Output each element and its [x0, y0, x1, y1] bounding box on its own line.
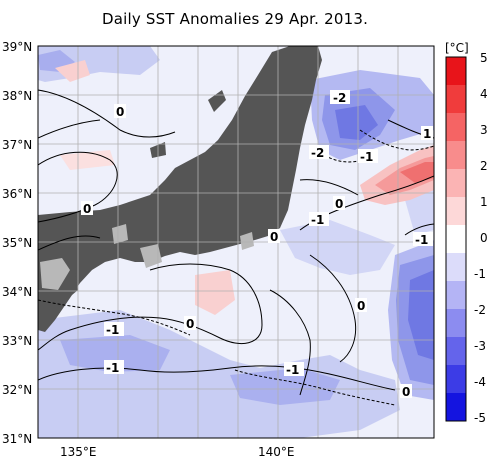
colorbar-swatch [446, 393, 466, 422]
colorbar-swatch [446, 113, 466, 142]
contour-label: 0 [186, 317, 194, 331]
contour-label: 1 [423, 127, 431, 141]
colorbar: [°C] 5 4 3 2 1 0 -1 -2 -3 -4 -5 [445, 41, 488, 425]
colorbar-tick: 2 [480, 159, 488, 173]
colorbar-swatch [446, 141, 466, 170]
colorbar-swatch [446, 85, 466, 114]
contour-label: -1 [415, 233, 428, 247]
colorbar-tick: 4 [480, 87, 488, 101]
lat-label: 34°N [2, 285, 32, 299]
lat-label: 33°N [2, 334, 32, 348]
colorbar-swatch [446, 225, 466, 254]
lat-label: 39°N [2, 40, 32, 54]
contour-label: -2 [333, 91, 346, 105]
colorbar-tick: -2 [474, 303, 486, 317]
contour-label: -1 [311, 213, 324, 227]
map-title: Daily SST Anomalies 29 Apr. 2013. [101, 10, 369, 28]
colorbar-tick: 5 [480, 51, 488, 65]
lon-label: 135°E [60, 445, 97, 459]
colorbar-swatch [446, 197, 466, 226]
contour-label: -1 [286, 363, 299, 377]
colorbar-tick: -3 [474, 339, 486, 353]
contour-label: 0 [357, 299, 365, 313]
lon-label: 140°E [258, 445, 295, 459]
colorbar-swatch [446, 169, 466, 198]
colorbar-tick: -1 [474, 267, 486, 281]
colorbar-swatch [446, 365, 466, 394]
colorbar-tick: 0 [480, 231, 488, 245]
colorbar-tick: 1 [480, 195, 488, 209]
lat-label: 38°N [2, 89, 32, 103]
contour-label-group: -2 0 1 -2 -1 0 0 -1 -1 0 0 -1 0 -1 -1 0 [81, 90, 433, 399]
contour-label: -1 [106, 323, 119, 337]
latitude-axis: 39°N 38°N 37°N 36°N 35°N 34°N 33°N 32°N … [2, 40, 32, 446]
map-area [38, 46, 434, 438]
colorbar-frame [445, 56, 467, 422]
lat-label: 31°N [2, 432, 32, 446]
colorbar-tick: 3 [480, 123, 488, 137]
contour-label: 0 [402, 385, 410, 399]
map-frame [37, 45, 435, 439]
contour-lines [38, 89, 434, 406]
lat-label: 32°N [2, 383, 32, 397]
colorbar-unit: [°C] [445, 41, 469, 55]
contour-label: -1 [106, 361, 119, 375]
colorbar-swatch [446, 281, 466, 310]
colorbar-swatch [446, 57, 466, 86]
contour-label: 0 [335, 197, 343, 211]
positive-anomaly-regions [45, 60, 434, 315]
contour-label: 0 [116, 105, 124, 119]
colorbar-tick: -5 [474, 411, 486, 425]
lat-label: 36°N [2, 187, 32, 201]
no-data-areas [40, 224, 254, 290]
colorbar-swatch [446, 337, 466, 366]
colorbar-tick: -4 [474, 375, 486, 389]
colorbar-swatch [446, 309, 466, 338]
lat-label: 35°N [2, 236, 32, 250]
lat-label: 37°N [2, 138, 32, 152]
colorbar-swatch [446, 253, 466, 282]
contour-label: 0 [270, 230, 278, 244]
colorbar-swatches [446, 57, 466, 422]
contour-label: 0 [83, 202, 91, 216]
contour-label: -1 [360, 150, 373, 164]
contour-label: -2 [311, 146, 324, 160]
longitude-axis: 135°E 140°E [60, 445, 295, 459]
